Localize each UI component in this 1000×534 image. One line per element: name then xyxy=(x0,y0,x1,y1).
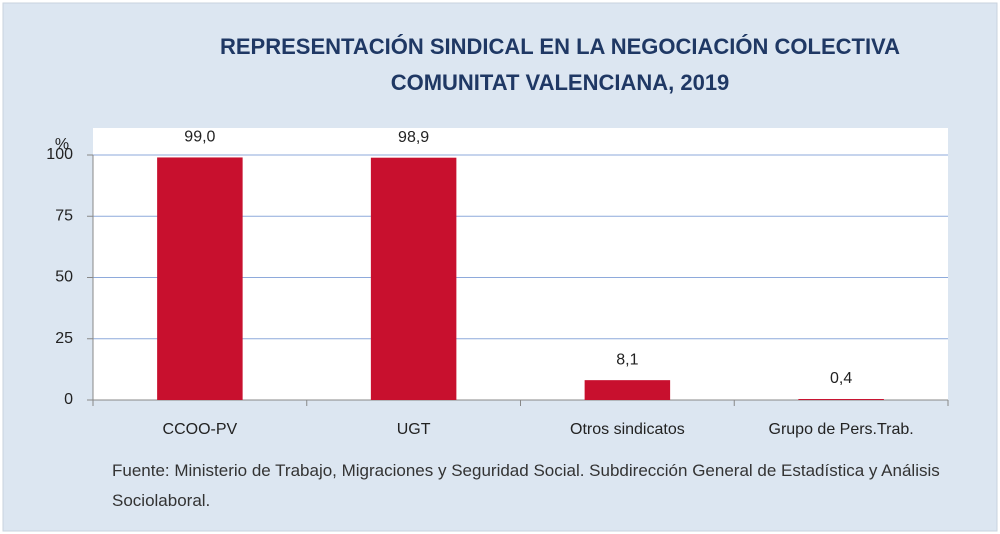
y-tick-label: 50 xyxy=(55,269,73,286)
y-tick-label: 25 xyxy=(55,330,73,347)
data-label: 0,4 xyxy=(830,370,852,387)
y-tick-label: 75 xyxy=(55,207,73,224)
y-axis-label: % xyxy=(55,136,69,153)
bar xyxy=(798,399,884,400)
data-label: 99,0 xyxy=(184,129,215,146)
chart-subtitle: COMUNITAT VALENCIANA, 2019 xyxy=(391,70,730,95)
y-tick-label: 0 xyxy=(64,391,73,408)
bar xyxy=(370,157,457,400)
bar xyxy=(157,157,243,400)
data-label: 8,1 xyxy=(616,351,638,368)
y-tick-label: 100 xyxy=(46,146,73,163)
chart-title: REPRESENTACIÓN SINDICAL EN LA NEGOCIACIÓ… xyxy=(220,34,900,59)
data-label: 98,9 xyxy=(398,129,429,146)
x-tick-label: UGT xyxy=(397,421,431,438)
x-tick-label: Otros sindicatos xyxy=(570,421,685,438)
x-tick-label: CCOO-PV xyxy=(163,421,238,438)
source-note: Fuente: Ministerio de Trabajo, Migracion… xyxy=(112,461,940,510)
x-tick-label: Grupo de Pers.Trab. xyxy=(769,421,914,438)
bar xyxy=(584,380,671,400)
